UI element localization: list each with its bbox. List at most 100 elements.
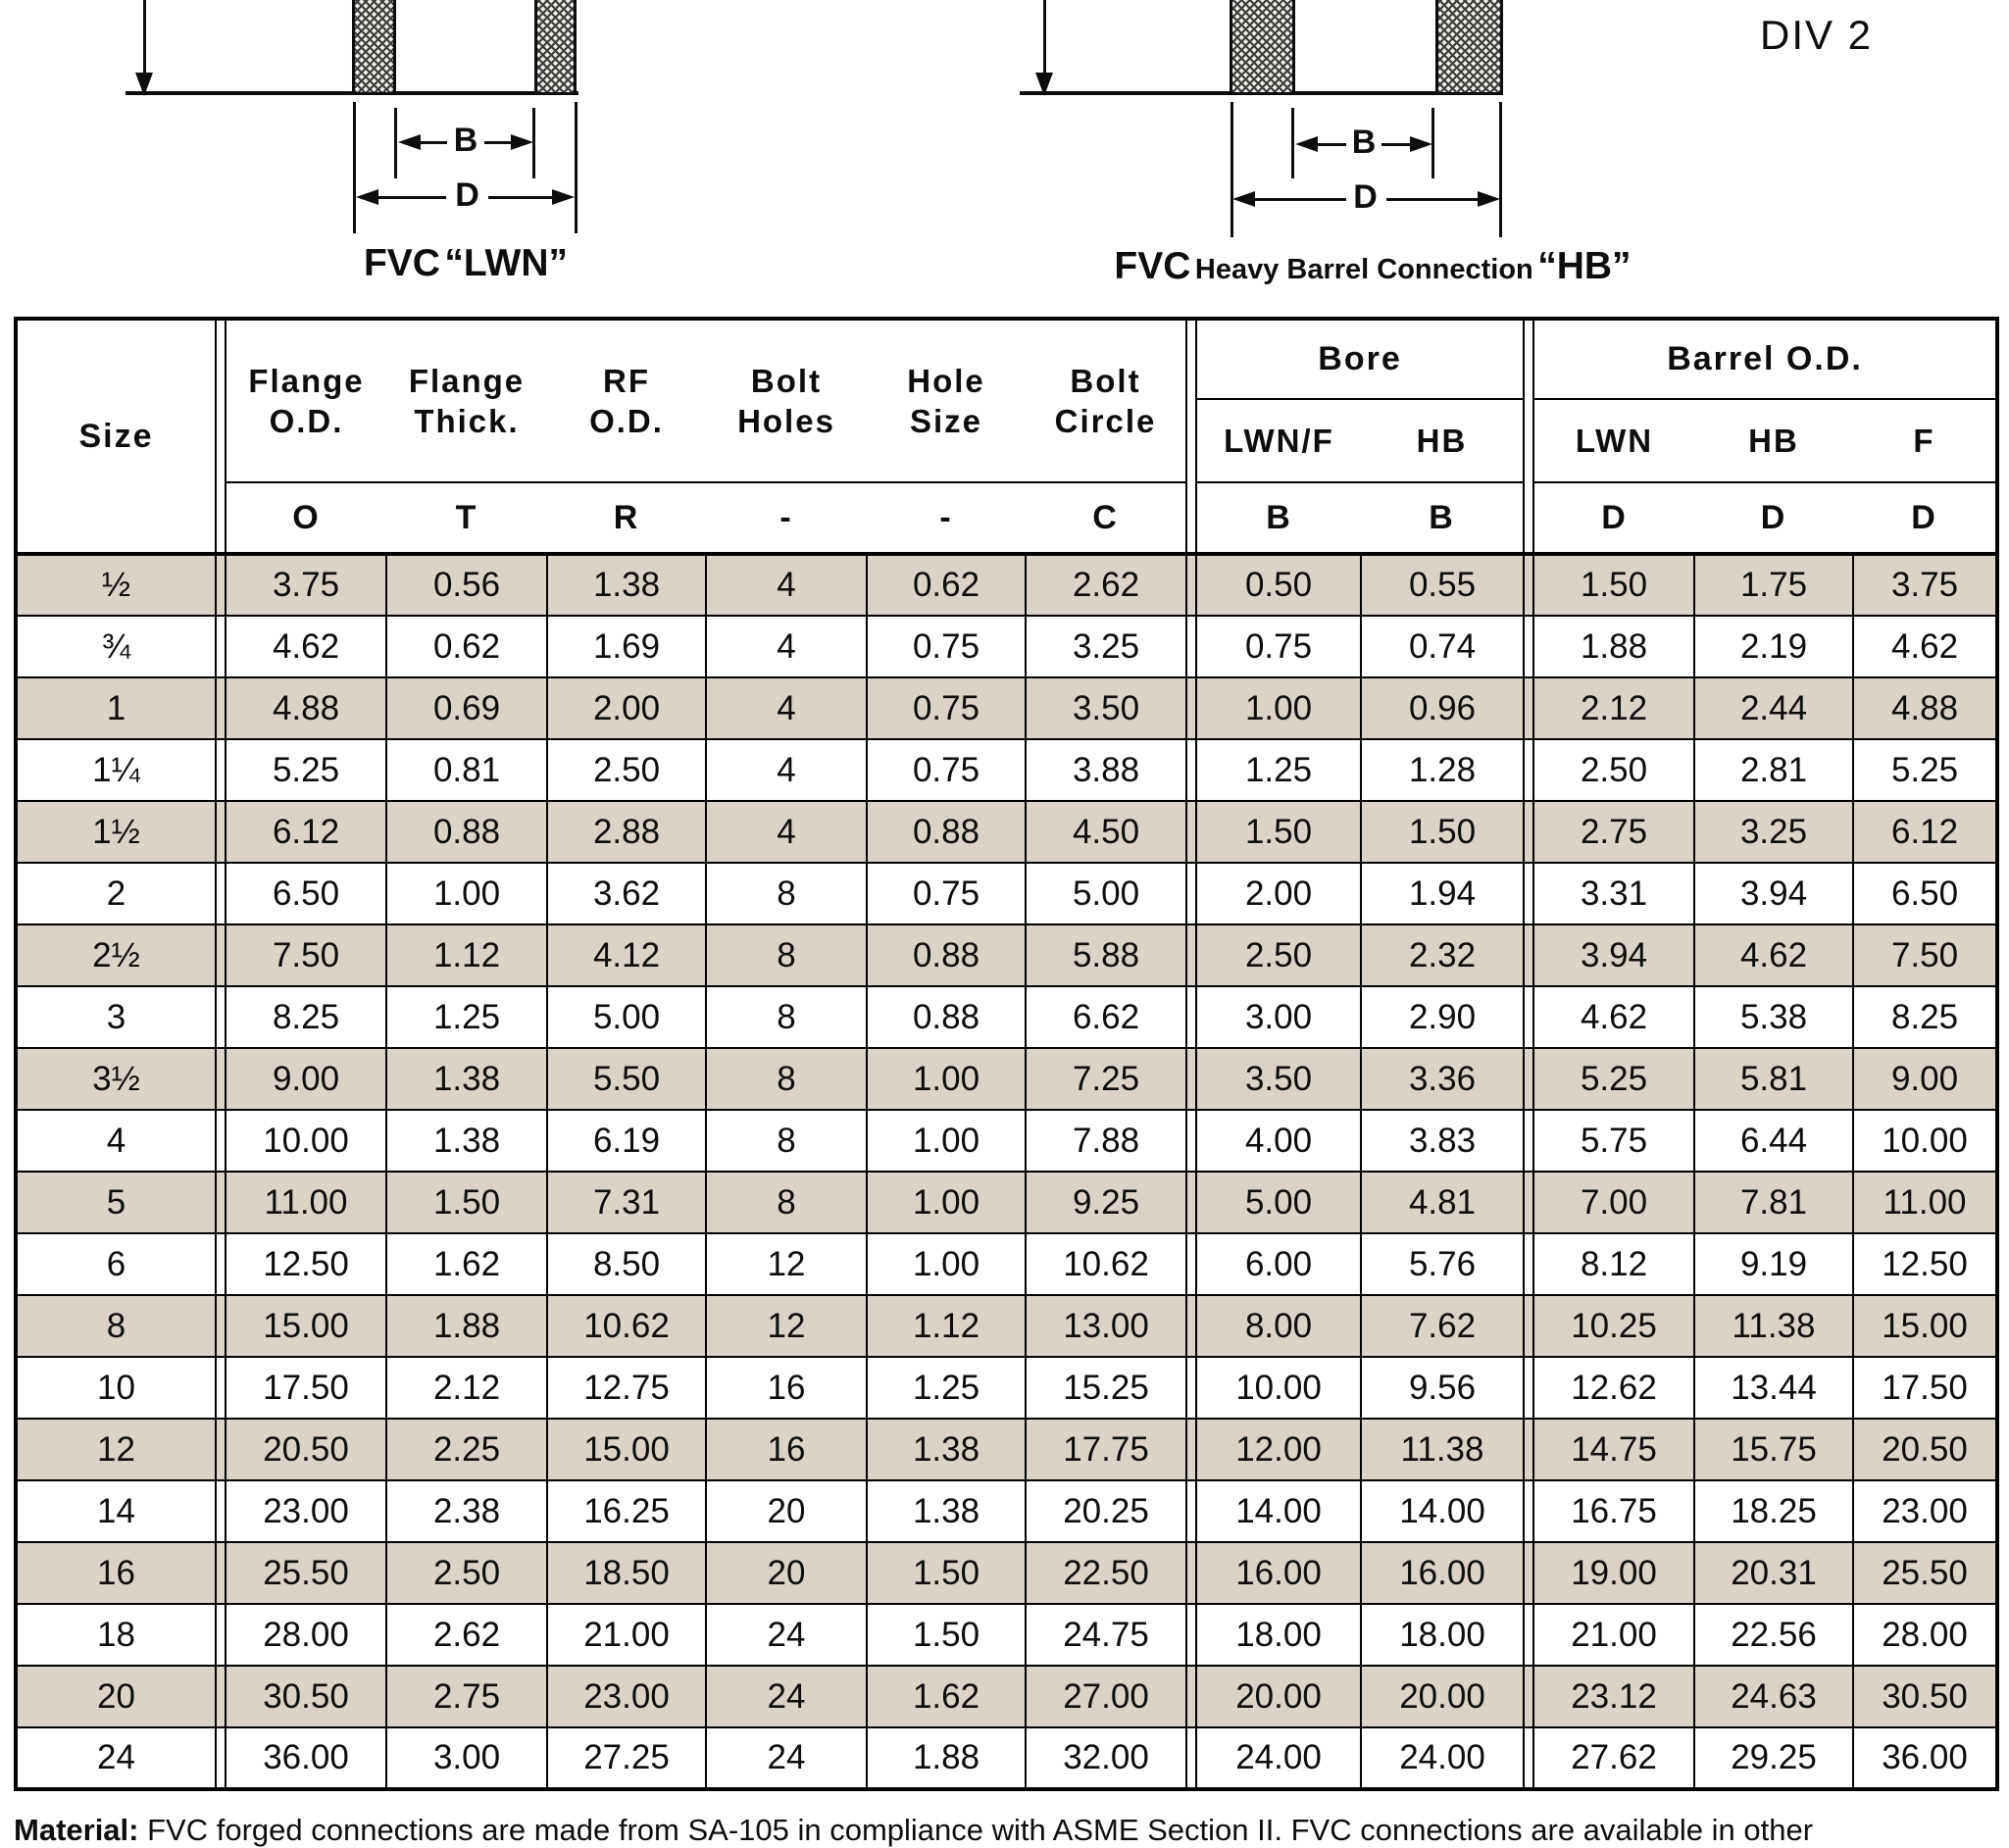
value-cell: 8 [705, 985, 868, 1049]
hb-wall-section-left [1230, 0, 1295, 95]
value-cell: 29.25 [1693, 1726, 1854, 1790]
value-cell: 11.38 [1360, 1418, 1525, 1481]
value-cell: 1.50 [1195, 800, 1362, 864]
div2-label: DIV 2 [1760, 12, 1874, 58]
value-cell: 20 [705, 1541, 868, 1605]
double-rule-spacer [1523, 738, 1534, 802]
col-header-bolt-holes: Bolt Holes [706, 319, 867, 483]
value-cell: 9.19 [1693, 1232, 1854, 1296]
hb-b-arrow-left-icon [1295, 136, 1318, 152]
value-cell: 24.00 [1195, 1726, 1362, 1790]
value-cell: 15.75 [1693, 1418, 1854, 1481]
sub-header-barrel-lwn: LWN [1533, 399, 1694, 483]
value-cell: 7.00 [1532, 1171, 1695, 1234]
size-cell: 3½ [15, 1047, 217, 1111]
table-header: Size Flange O.D. Flange Thick. RF O.D. B… [16, 319, 1998, 556]
double-rule-spacer [1523, 924, 1534, 987]
value-cell: 0.75 [866, 676, 1027, 740]
value-cell: 2.81 [1693, 738, 1854, 802]
table-row: 3 8.25 1.25 5.00 8 0.88 6.62 3.00 2.90 4.62 5.38 8.… [15, 985, 1999, 1049]
value-cell: 23.00 [225, 1479, 387, 1543]
sub-header-barrel-hb: HB [1694, 399, 1853, 483]
lwn-wall-section-right [534, 0, 577, 95]
value-cell: 1.62 [866, 1665, 1027, 1728]
table-row: ½ 3.75 0.56 1.38 4 0.62 2.62 0.50 0.55 1.50 1.75 3.… [15, 553, 1999, 617]
double-rule-spacer [1185, 615, 1197, 678]
double-rule-spacer [1185, 924, 1197, 987]
value-cell: 16.00 [1360, 1541, 1525, 1605]
value-cell: 12.62 [1532, 1356, 1695, 1420]
value-cell: 21.00 [1532, 1603, 1695, 1667]
table-row: 14 23.00 2.38 16.25 20 1.38 20.25 14.00 14.00 16.… [15, 1479, 1999, 1543]
value-cell: 1.50 [866, 1603, 1027, 1667]
material-footnote-label: Material: [14, 1813, 139, 1847]
lwn-ext-line-inner-right [532, 108, 535, 178]
size-cell: 18 [15, 1603, 217, 1667]
table-row: 1½ 6.12 0.88 2.88 4 0.88 4.50 1.50 1.50 2.75 3.25 6… [15, 800, 1999, 864]
value-cell: 1.69 [546, 615, 707, 678]
value-cell: 4 [705, 676, 868, 740]
value-cell: 18.00 [1195, 1603, 1362, 1667]
size-cell: 24 [15, 1726, 217, 1790]
double-rule-spacer [1523, 319, 1534, 556]
hb-dim-label-b: B [1351, 124, 1377, 161]
value-cell: 9.25 [1025, 1171, 1187, 1234]
value-cell: 22.50 [1025, 1541, 1187, 1605]
value-cell: 9.56 [1360, 1356, 1525, 1420]
value-cell: 5.75 [1532, 1109, 1695, 1173]
value-cell: 12.50 [1851, 1232, 1999, 1296]
hb-b-tail-left [1317, 143, 1346, 146]
material-footnote-text: FVC forged connections are made from SA-… [138, 1813, 1814, 1847]
value-cell: 17.75 [1025, 1418, 1187, 1481]
lwn-leader-line [143, 0, 146, 76]
value-cell: 6.44 [1693, 1109, 1854, 1173]
value-cell: 10.62 [546, 1294, 707, 1358]
table-row: 8 15.00 1.88 10.62 12 1.12 13.00 8.00 7.62 10.25 1… [15, 1294, 1999, 1358]
hb-dim-label-d: D [1353, 178, 1378, 216]
table-row: 24 36.00 3.00 27.25 24 1.88 32.00 24.00 24.00 27.… [15, 1726, 1999, 1790]
value-cell: 10.00 [225, 1109, 387, 1173]
double-rule-spacer [215, 1665, 226, 1728]
col-header-size: Size [16, 319, 216, 556]
value-cell: 14.75 [1532, 1418, 1695, 1481]
double-rule-spacer [215, 553, 226, 617]
value-cell: 0.96 [1360, 676, 1525, 740]
value-cell: 7.81 [1693, 1171, 1854, 1234]
hb-caption: FVC Heavy Barrel Connection “HB” [1098, 245, 1647, 288]
value-cell: 6.50 [1851, 862, 1999, 925]
value-cell: 27.25 [546, 1726, 707, 1790]
value-cell: 3.25 [1693, 800, 1854, 864]
hb-ext-line-outer-left [1231, 102, 1233, 237]
lwn-b-tail-left [420, 141, 447, 144]
double-rule-spacer [1523, 1294, 1534, 1358]
value-cell: 1.00 [866, 1109, 1027, 1173]
value-cell: 24 [705, 1726, 868, 1790]
value-cell: 4 [705, 615, 868, 678]
value-cell: 1.50 [1532, 553, 1695, 617]
value-cell: 20.00 [1360, 1665, 1525, 1728]
double-rule-spacer [1185, 1047, 1197, 1111]
flange-table-body: ½ 3.75 0.56 1.38 4 0.62 2.62 0.50 0.55 1.50 1.75 3.… [15, 553, 1999, 1790]
value-cell: 15.00 [1851, 1294, 1999, 1358]
size-cell: 3 [15, 985, 217, 1049]
letter-header-dash1: - [706, 482, 867, 556]
lwn-ext-line-outer-right [575, 102, 578, 233]
double-rule-spacer [215, 615, 226, 678]
value-cell: 13.00 [1025, 1294, 1187, 1358]
double-rule-spacer [215, 1726, 226, 1790]
value-cell: 20.25 [1025, 1479, 1187, 1543]
value-cell: 4.62 [1851, 615, 1999, 678]
value-cell: 24.75 [1025, 1603, 1187, 1667]
table-row: 2 6.50 1.00 3.62 8 0.75 5.00 2.00 1.94 3.31 3.94 6.… [15, 862, 1999, 925]
lwn-b-arrow-right-icon [511, 134, 533, 150]
value-cell: 0.55 [1360, 553, 1525, 617]
value-cell: 20.31 [1693, 1541, 1854, 1605]
size-cell: 1 [15, 676, 217, 740]
value-cell: 4.81 [1360, 1171, 1525, 1234]
lwn-caption: FVC “LWN” [314, 242, 618, 285]
value-cell: 7.50 [225, 924, 387, 987]
value-cell: 1.50 [866, 1541, 1027, 1605]
hb-ext-line-inner-right [1431, 108, 1434, 178]
value-cell: 8 [705, 1109, 868, 1173]
value-cell: 2.19 [1693, 615, 1854, 678]
